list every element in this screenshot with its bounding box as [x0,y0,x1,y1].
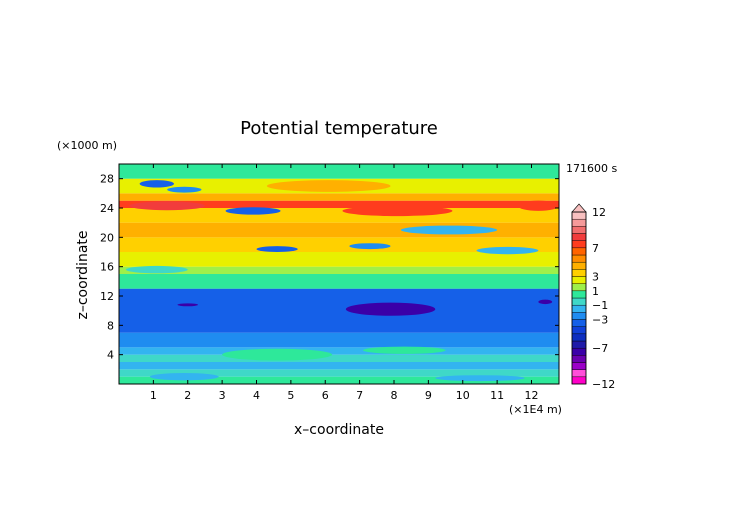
colorbar-swatch [571,362,587,370]
x-tick-label: 7 [356,389,363,402]
y-tick-label: 4 [107,349,114,362]
colorbar-swatch [571,333,587,342]
plot-frame [118,163,560,385]
colorbar-tick-label: −1 [592,299,608,312]
y-tick-label: 24 [100,202,114,215]
field-feature [476,246,539,255]
colorbar-swatch [571,297,587,306]
field-feature [517,200,559,211]
field-feature [225,207,281,215]
x-tick-label: 6 [322,389,329,402]
x-tick-label: 9 [425,389,432,402]
colorbar-swatch [571,319,587,327]
field-feature [345,302,436,316]
field-feature [139,180,174,188]
x-tick-label: 2 [184,389,191,402]
colorbar-swatch [571,254,587,263]
field-feature [256,246,298,252]
field-layer [119,332,559,348]
y-axis-label: z–coordinate [75,230,91,319]
colorbar-swatch [571,376,587,385]
y-tick-label: 16 [100,261,114,274]
colorbar-swatch [571,369,587,378]
field-layer [119,274,559,289]
colorbar-swatch [571,211,587,220]
colorbar-swatch [571,233,587,241]
x-tick-label: 8 [391,389,398,402]
x-tick-label: 3 [219,389,226,402]
y-tick-label: 8 [107,319,114,332]
field-feature [363,346,446,354]
x-tick-label: 10 [456,389,470,402]
x-axis-label: x–coordinate [294,422,384,438]
field-layer [119,200,559,208]
colorbar-tick-label: 7 [592,242,599,255]
x-tick-label: 5 [287,389,294,402]
heatmap-field [119,164,559,384]
colorbar-tick-label: 3 [592,271,599,284]
field-layer [119,369,559,377]
field-layer [119,164,559,179]
colorbar-swatch [571,226,587,234]
colorbar-swatch [571,312,587,320]
field-feature [342,205,453,217]
colorbar-swatch [571,218,587,227]
field-layer [119,347,559,355]
colorbar-swatch [571,355,587,363]
field-feature [125,265,188,274]
field-layer [119,354,559,362]
colorbar-swatch [571,269,587,277]
colorbar-frame [571,211,587,385]
field-feature [177,303,199,307]
y-tick-label: 12 [100,290,114,303]
field-layer [119,362,559,370]
colorbar-tick-label: −7 [592,342,608,355]
field-layer [119,237,559,252]
colorbar-swatch [571,347,587,356]
field-layer [119,376,559,384]
field-layer [119,266,559,274]
colorbar-swatch [571,340,587,349]
field-feature [167,186,202,193]
y-ticks: 4 8 12 16 20 24 28 [100,173,559,362]
x-tick-label: 12 [525,389,539,402]
x-tick-label: 1 [150,389,157,402]
y-tick-label: 28 [100,173,114,186]
field-layer [119,208,559,223]
chart-title: Potential temperature [240,118,438,139]
field-feature [538,299,553,305]
colorbar-swatch [571,240,587,249]
x-unit-label: (×1E4 m) [509,403,562,416]
field-feature [222,348,333,361]
colorbar-tick-label: −3 [592,314,608,327]
x-ticks: 1 2 3 4 5 6 7 8 9 10 11 12 [150,164,539,402]
colorbar-tick-label: −12 [592,378,615,391]
colorbar: 12 7 31−1 −3 −7 −12 [571,203,615,391]
field-feature [149,373,219,381]
field-layer [119,193,559,201]
field-feature [400,225,498,235]
colorbar-tick-label: 12 [592,206,606,219]
x-tick-label: 11 [490,389,504,402]
colorbar-swatch [571,247,587,256]
y-unit-label: (×1000 m) [57,139,117,152]
time-label: 171600 s [566,162,617,175]
field-layer [119,288,559,333]
colorbar-swatch [571,276,587,284]
y-tick-label: 20 [100,231,114,244]
colorbar-swatch [571,304,587,313]
field-feature [349,243,391,250]
colorbar-swatch [571,326,587,335]
field-layer [119,252,559,267]
colorbar-swatch [571,283,587,292]
colorbar-swatch [571,261,587,270]
field-feature [129,201,205,211]
colorbar-tick-label: 1 [592,285,599,298]
field-feature [266,180,391,192]
colorbar-extend-arrow [571,203,587,213]
colorbar-swatch [571,290,587,299]
field-feature [435,375,525,382]
x-tick-label: 4 [253,389,260,402]
